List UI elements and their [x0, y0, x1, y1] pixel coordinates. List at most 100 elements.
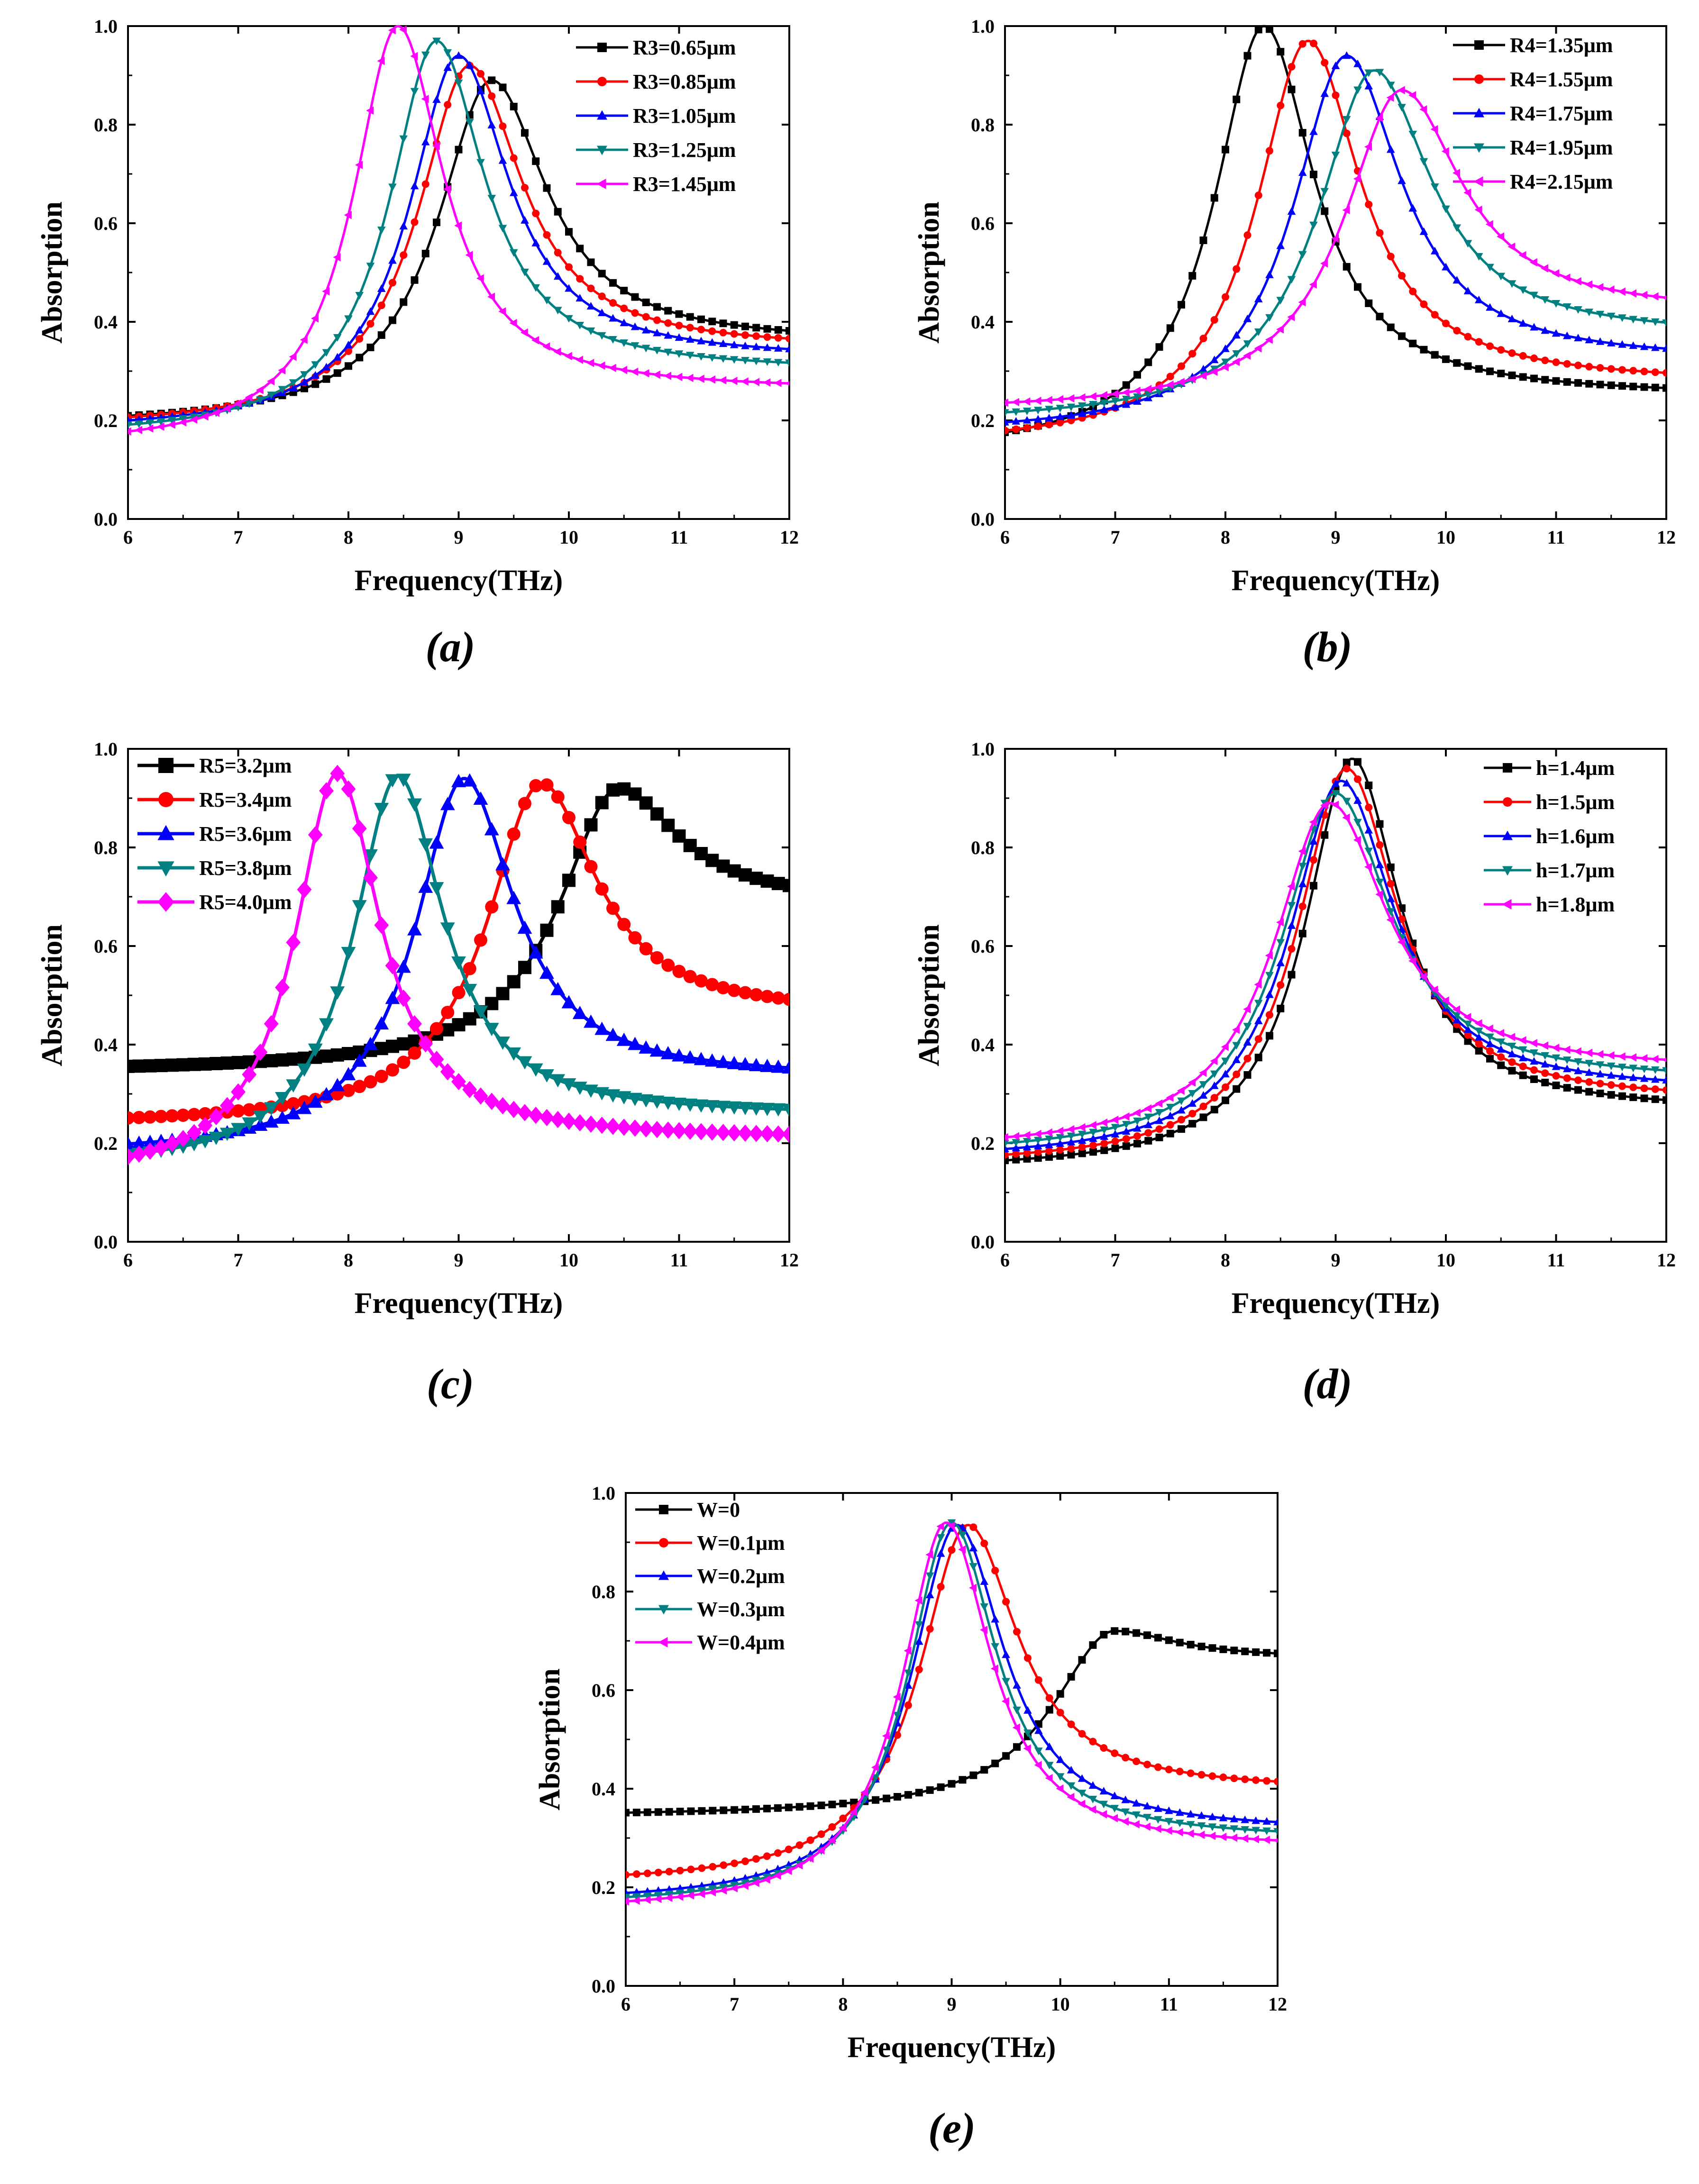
data-point — [1365, 781, 1373, 789]
data-point — [1331, 779, 1340, 787]
data-point — [1552, 377, 1560, 385]
data-point — [1585, 363, 1593, 371]
data-point — [1221, 1057, 1230, 1065]
legend-label: R3=1.45μm — [633, 173, 736, 196]
data-point — [1387, 323, 1395, 331]
data-point — [1243, 1023, 1252, 1031]
data-point — [1662, 295, 1666, 300]
data-point — [1143, 1631, 1151, 1639]
data-point — [1210, 316, 1218, 324]
data-point — [1420, 300, 1428, 308]
data-point — [300, 371, 309, 379]
x-tick-label: 9 — [454, 527, 464, 548]
data-point — [904, 1647, 912, 1655]
data-point — [1045, 1706, 1053, 1714]
data-point — [1265, 270, 1274, 278]
data-point — [762, 1875, 770, 1884]
data-point — [708, 327, 716, 335]
data-point — [685, 335, 694, 343]
data-point — [727, 1101, 742, 1115]
data-point — [697, 353, 705, 361]
data-point — [1629, 1053, 1637, 1062]
data-point — [1122, 400, 1131, 408]
x-tick-label: 6 — [123, 527, 133, 548]
data-point — [1208, 1823, 1217, 1831]
series-group — [1005, 25, 1666, 437]
data-point — [128, 1148, 136, 1165]
data-point — [716, 981, 730, 994]
data-point — [1552, 1081, 1560, 1089]
data-point — [1518, 286, 1527, 294]
data-point — [444, 101, 452, 109]
data-point — [628, 1092, 642, 1106]
data-point — [1574, 1066, 1582, 1074]
data-point — [407, 922, 422, 936]
data-point — [286, 1097, 300, 1110]
data-point — [839, 1814, 847, 1822]
data-point — [1273, 1818, 1278, 1826]
data-point — [1485, 220, 1493, 229]
data-point — [630, 322, 639, 330]
data-point — [499, 122, 507, 130]
data-point — [1596, 1050, 1604, 1059]
data-point — [1233, 1085, 1241, 1093]
data-point — [609, 314, 617, 322]
data-point — [1254, 1000, 1263, 1008]
data-point — [575, 294, 585, 302]
data-point — [991, 1759, 999, 1767]
y-tick-label: 0.4 — [592, 1778, 615, 1800]
data-point — [1474, 1033, 1483, 1041]
data-point — [1364, 142, 1372, 151]
data-point — [1100, 1118, 1108, 1127]
data-point — [498, 225, 507, 233]
data-point — [741, 357, 749, 365]
data-point — [597, 332, 606, 340]
data-point — [1034, 1726, 1043, 1734]
data-point — [1386, 93, 1394, 102]
data-point — [1662, 384, 1666, 392]
data-point — [675, 310, 683, 318]
data-point — [587, 258, 595, 266]
data-point — [1210, 1094, 1218, 1102]
data-point — [1342, 206, 1350, 215]
data-point — [1353, 836, 1361, 845]
data-point — [1463, 1013, 1471, 1021]
data-point — [528, 945, 543, 959]
x-axis-title: Frequency(THz) — [1232, 1287, 1440, 1320]
data-point — [1078, 1149, 1086, 1157]
data-point — [1474, 253, 1483, 261]
data-point — [609, 279, 617, 287]
y-tick-label: 0.0 — [592, 1975, 615, 1997]
data-point — [1056, 1146, 1064, 1154]
data-point — [1463, 1020, 1472, 1028]
data-point — [1121, 1808, 1130, 1816]
data-point — [242, 1065, 257, 1083]
series-4 — [1005, 69, 1666, 417]
data-point — [418, 879, 433, 893]
data-point — [1376, 820, 1384, 828]
data-point — [1365, 299, 1373, 307]
data-point — [730, 1882, 739, 1890]
data-point — [660, 1121, 676, 1139]
data-point — [1111, 398, 1120, 406]
data-point — [1518, 1036, 1526, 1045]
data-point — [265, 1054, 278, 1067]
data-point — [201, 412, 209, 421]
data-point — [517, 1056, 532, 1070]
data-point — [1111, 390, 1119, 398]
x-tick-label: 12 — [1657, 527, 1676, 548]
data-point — [553, 272, 562, 280]
data-point — [462, 983, 477, 997]
data-point — [719, 376, 727, 385]
data-point — [1067, 1145, 1075, 1153]
data-point — [1230, 1647, 1238, 1655]
data-point — [1486, 1039, 1494, 1047]
plot-frame — [127, 25, 790, 520]
data-point — [1012, 1156, 1020, 1164]
data-point — [484, 1092, 499, 1110]
data-point — [705, 978, 719, 992]
data-point — [904, 1669, 913, 1677]
data-point — [1233, 95, 1241, 103]
panel-label: (c) — [427, 1361, 474, 1408]
data-point — [231, 1083, 246, 1101]
